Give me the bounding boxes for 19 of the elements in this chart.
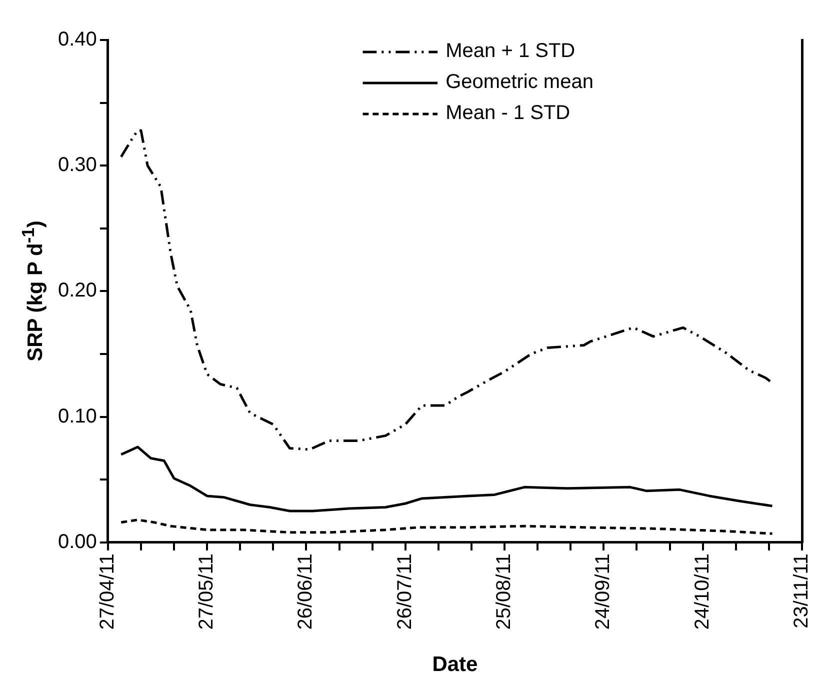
line-series	[120, 129, 774, 451]
legend-label: Mean + 1 STD	[446, 40, 576, 63]
x-tick-label: 23/11/11	[790, 553, 813, 628]
y-tick-label: 0.00	[58, 530, 97, 553]
x-tick-label: 26/07/11	[394, 553, 416, 630]
x-axis-title: Date	[432, 653, 478, 676]
y-tick-label: 0.10	[58, 405, 97, 428]
x-tick-label: 25/08/11	[493, 553, 516, 630]
x-tick-label: 26/06/11	[294, 553, 317, 630]
line-series	[120, 518, 774, 535]
x-tick-label: 24/09/11	[592, 553, 614, 630]
legend-label: Mean - 1 STD	[446, 102, 570, 125]
y-tick-label: 0.40	[58, 28, 97, 51]
x-tick-label: 27/04/11	[96, 553, 118, 630]
y-tick-label: 0.30	[58, 154, 97, 176]
y-tick-label: 0.20	[58, 280, 97, 302]
x-tick-label: 27/05/11	[196, 553, 218, 630]
legend-label: Geometric mean	[446, 71, 594, 94]
x-tick-label: 24/10/11	[691, 553, 714, 630]
